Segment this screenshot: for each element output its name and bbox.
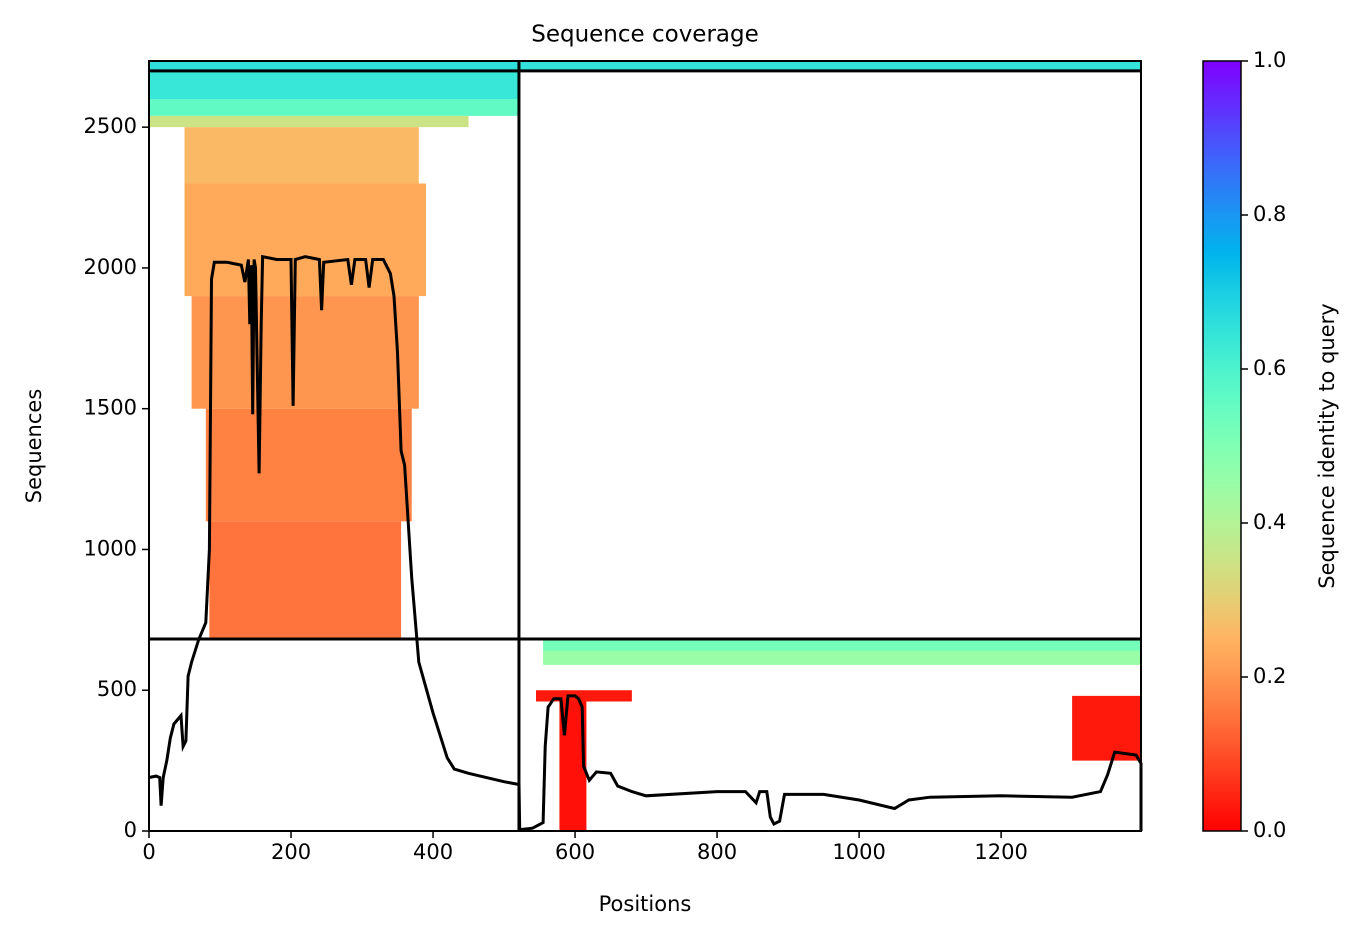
- coverage-block: [149, 70, 519, 100]
- coverage-block: [149, 115, 469, 128]
- x-tick-label: 400: [413, 840, 453, 864]
- coverage-block: [205, 408, 412, 522]
- colorbar: [1202, 60, 1242, 832]
- coverage-block: [149, 61, 519, 71]
- colorbar-tick-label: 0.0: [1253, 818, 1286, 842]
- y-tick-label: 0: [124, 818, 137, 842]
- y-tick-label: 1000: [84, 536, 137, 560]
- plot-frame: [148, 60, 1142, 832]
- coverage-line: [148, 254, 1143, 832]
- x-tick-label: 1000: [832, 840, 885, 864]
- colorbar-tick-label: 0.2: [1253, 664, 1286, 688]
- y-tick-label: 500: [97, 677, 137, 701]
- coverage-block: [191, 296, 419, 409]
- chart-title: Sequence coverage: [531, 22, 759, 48]
- colorbar-tick-label: 0.4: [1253, 510, 1286, 534]
- y-axis-label: Sequences: [22, 389, 46, 504]
- coverage-block: [209, 521, 402, 639]
- y-tick-label: 1500: [84, 396, 137, 420]
- x-tick-label: 600: [555, 840, 595, 864]
- y-tick-label: 2000: [84, 255, 137, 279]
- coverage-block: [1072, 695, 1141, 761]
- x-tick-label: 800: [697, 840, 737, 864]
- x-tick-label: 200: [271, 840, 311, 864]
- colorbar-tick-label: 0.8: [1253, 202, 1286, 226]
- x-axis-label: Positions: [599, 892, 692, 916]
- coverage-block: [543, 638, 1141, 651]
- x-tick-label: 1200: [974, 840, 1027, 864]
- x-tick-label: 0: [142, 840, 155, 864]
- y-tick-label: 2500: [84, 114, 137, 138]
- colorbar-tick-label: 1.0: [1253, 48, 1286, 72]
- coverage-block: [184, 183, 426, 297]
- coverage-block: [149, 99, 519, 116]
- colorbar-tick-label: 0.6: [1253, 356, 1286, 380]
- coverage-block: [536, 690, 632, 702]
- coverage-block: [518, 61, 1141, 71]
- colorbar-label: Sequence identity to query: [1315, 303, 1339, 588]
- coverage-block: [184, 127, 419, 184]
